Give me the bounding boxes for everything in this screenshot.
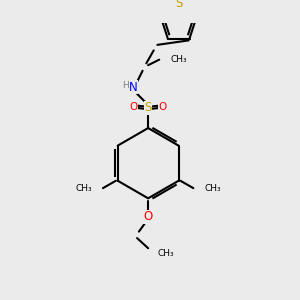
Text: CH₃: CH₃ bbox=[75, 184, 92, 193]
Text: O: O bbox=[129, 102, 137, 112]
Text: S: S bbox=[145, 101, 152, 114]
Text: N: N bbox=[129, 81, 138, 94]
Text: H: H bbox=[122, 81, 128, 90]
Text: O: O bbox=[159, 102, 167, 112]
Text: CH₃: CH₃ bbox=[205, 184, 221, 193]
Text: O: O bbox=[143, 210, 153, 223]
Text: CH₃: CH₃ bbox=[158, 249, 174, 258]
Text: S: S bbox=[175, 0, 182, 10]
Text: CH₃: CH₃ bbox=[170, 55, 187, 64]
